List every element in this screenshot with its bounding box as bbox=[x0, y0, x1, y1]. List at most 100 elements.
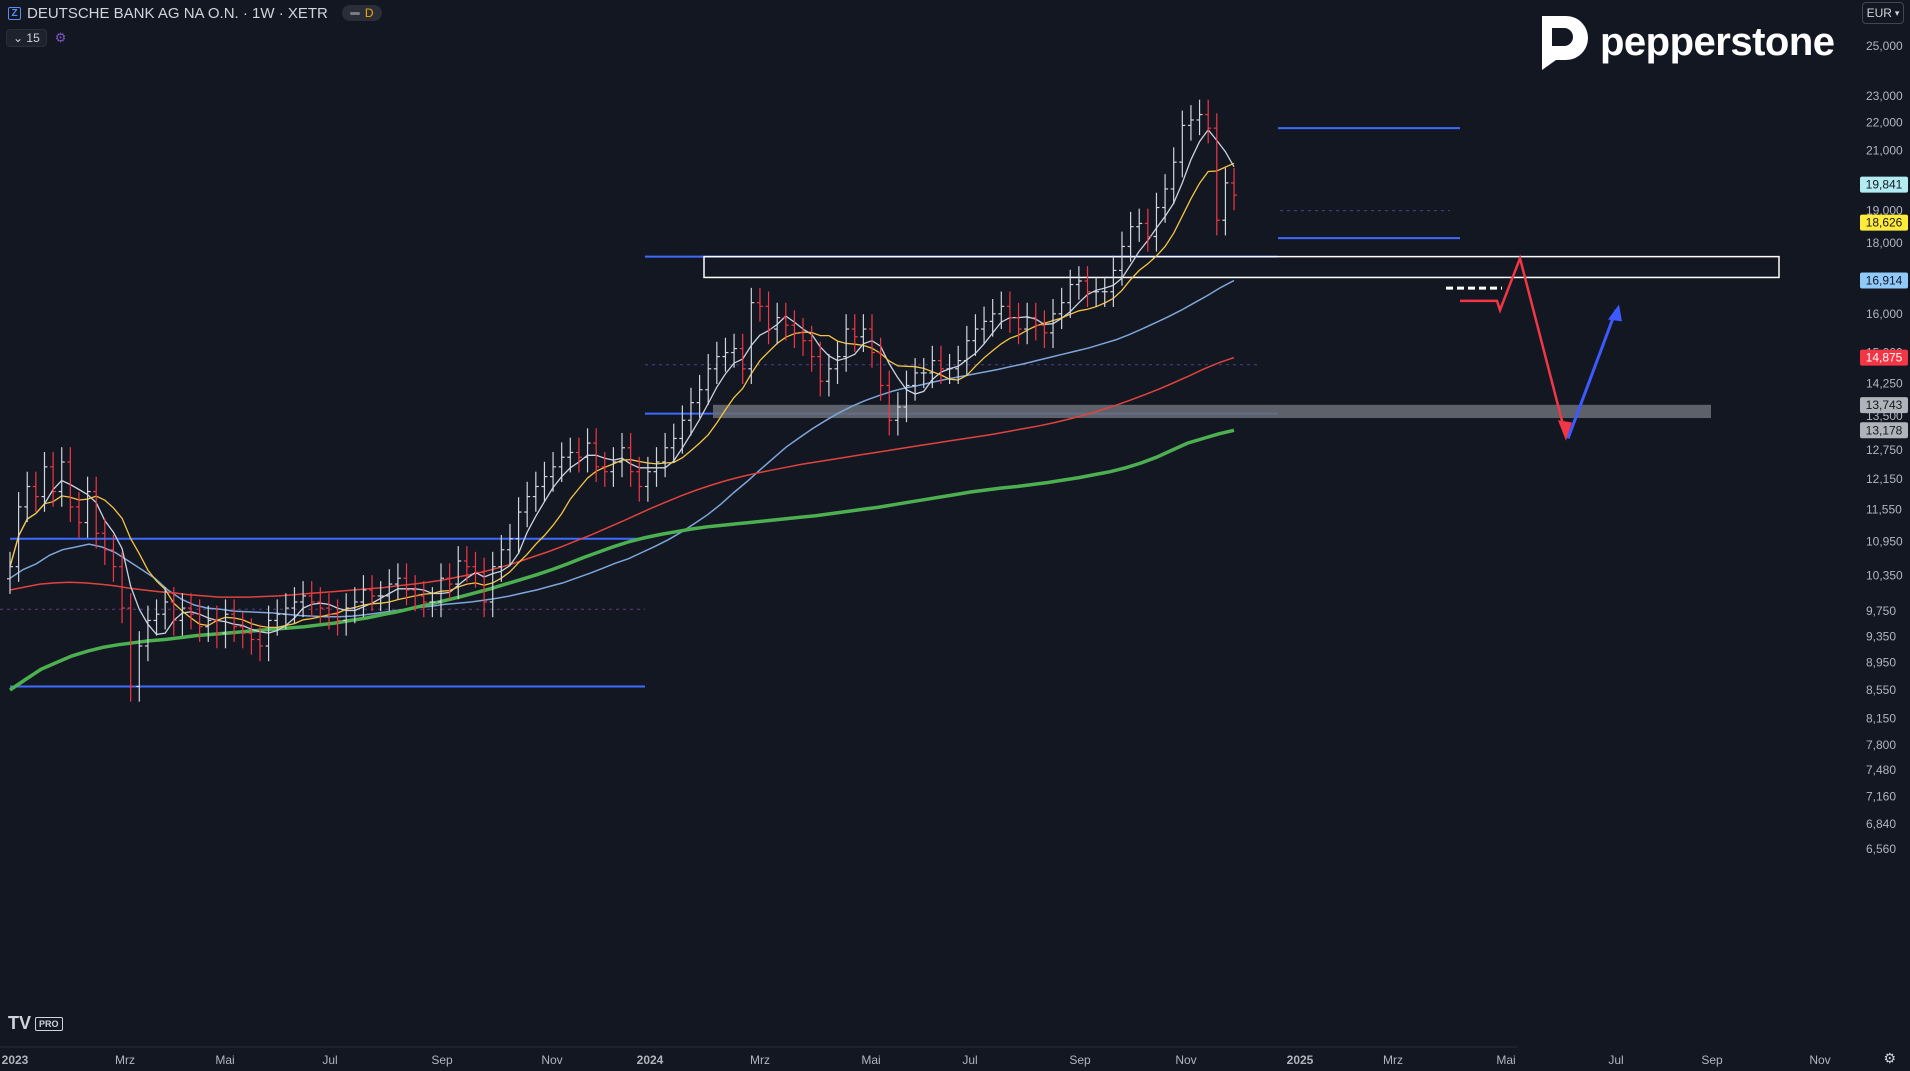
price-bar bbox=[1024, 302, 1031, 345]
time-tick-label: Nov bbox=[1809, 1053, 1830, 1067]
symbol-title[interactable]: DEUTSCHE BANK AG NA O.N. · 1W · XETR bbox=[27, 4, 328, 22]
price-bar bbox=[1162, 174, 1169, 223]
price-bar bbox=[532, 471, 539, 512]
price-bar bbox=[869, 314, 875, 368]
settings-icon[interactable]: ⚙ bbox=[1883, 1050, 1896, 1066]
price-bar bbox=[153, 599, 160, 636]
price-bar bbox=[119, 551, 126, 624]
time-tick-label: Nov bbox=[1175, 1053, 1196, 1067]
price-bar bbox=[1153, 192, 1160, 252]
price-bar bbox=[351, 587, 358, 624]
price-bar bbox=[438, 563, 444, 618]
pepperstone-logo: pepperstone bbox=[1528, 12, 1835, 72]
price-bar bbox=[644, 456, 651, 502]
price-bar bbox=[567, 437, 574, 473]
price-bar bbox=[1213, 113, 1220, 236]
price-bar bbox=[1110, 255, 1117, 307]
price-tick-label: 12,750 bbox=[1866, 443, 1903, 457]
price-bar bbox=[782, 302, 789, 341]
price-bar bbox=[300, 581, 307, 618]
price-bar bbox=[619, 432, 626, 478]
price-tick-label: 25,000 bbox=[1866, 39, 1903, 53]
price-bar bbox=[584, 428, 591, 473]
price-bar bbox=[274, 599, 281, 636]
price-bar bbox=[343, 593, 350, 636]
price-tick-label: 9,350 bbox=[1866, 629, 1896, 643]
price-bar bbox=[93, 476, 100, 549]
price-bar bbox=[653, 447, 660, 487]
price-tick-label: 11,550 bbox=[1866, 502, 1902, 516]
price-bar bbox=[1231, 168, 1238, 211]
price-bar bbox=[610, 447, 617, 487]
price-bar bbox=[1067, 269, 1074, 318]
price-bar bbox=[455, 546, 462, 600]
indicator-row: ⌄ 15 ⚙ bbox=[6, 29, 69, 47]
price-tick-label: 7,480 bbox=[1866, 763, 1896, 777]
price-bar bbox=[50, 452, 57, 507]
gear-icon[interactable]: ⚙ bbox=[54, 30, 67, 45]
chart-header: Z DEUTSCHE BANK AG NA O.N. · 1W · XETR D bbox=[8, 4, 382, 22]
price-bar bbox=[136, 631, 143, 702]
price-bar bbox=[937, 345, 944, 384]
price-bar bbox=[662, 432, 669, 478]
price-bar bbox=[860, 314, 867, 352]
price-tag-box bbox=[1860, 176, 1908, 193]
price-tag-label: 16,914 bbox=[1866, 273, 1903, 287]
price-tag-box bbox=[1860, 214, 1908, 231]
price-bar bbox=[1032, 302, 1039, 341]
chevron-down-icon: ⌄ bbox=[13, 31, 24, 45]
price-bar bbox=[188, 593, 195, 630]
price-bar bbox=[1118, 231, 1125, 286]
price-bar bbox=[256, 624, 263, 662]
price-tag-label: 13,743 bbox=[1866, 398, 1903, 412]
price-bar bbox=[170, 587, 177, 636]
price-bar bbox=[265, 605, 272, 662]
price-bar bbox=[1205, 99, 1212, 144]
currency-selector[interactable]: EUR ▾ bbox=[1862, 2, 1904, 24]
price-tick-label: 16,000 bbox=[1866, 307, 1903, 321]
price-tag-label: 19,841 bbox=[1866, 178, 1903, 192]
price-tick-label: 8,150 bbox=[1866, 712, 1896, 726]
price-bar bbox=[489, 551, 496, 618]
price-bar bbox=[558, 442, 565, 483]
price-bar bbox=[1093, 276, 1100, 307]
price-bar bbox=[291, 587, 298, 624]
market-status-badge[interactable]: D bbox=[341, 5, 382, 21]
projection-down-path bbox=[1460, 254, 1568, 437]
price-bar bbox=[550, 452, 557, 492]
price-tick-label: 10,950 bbox=[1866, 534, 1903, 548]
price-bar bbox=[1006, 291, 1013, 333]
tradingview-logo-icon[interactable]: TV PRO bbox=[8, 1013, 63, 1034]
price-bar bbox=[498, 534, 505, 582]
price-bar bbox=[1196, 99, 1203, 136]
price-bar bbox=[127, 593, 134, 702]
price-bar bbox=[67, 447, 74, 523]
price-bar bbox=[825, 353, 832, 397]
price-bar bbox=[705, 353, 712, 405]
price-bar bbox=[972, 314, 979, 356]
volume-toggle-button[interactable]: ⌄ 15 bbox=[6, 29, 47, 47]
price-tick-label: 18,000 bbox=[1866, 236, 1903, 250]
price-bar bbox=[929, 345, 936, 389]
price-bar bbox=[903, 370, 910, 423]
bank-logo-icon[interactable]: Z bbox=[8, 6, 21, 20]
price-bar bbox=[110, 534, 117, 582]
time-tick-label: Mai bbox=[861, 1053, 880, 1067]
brand-wordmark: pepperstone bbox=[1600, 19, 1835, 64]
price-bar bbox=[75, 492, 82, 538]
time-tick-label: Sep bbox=[1701, 1053, 1723, 1067]
time-tick-label: Mrz bbox=[115, 1053, 135, 1067]
price-bar bbox=[429, 587, 436, 618]
price-bar bbox=[1015, 302, 1022, 345]
price-bar bbox=[1127, 211, 1134, 262]
price-bar bbox=[722, 337, 729, 372]
price-bar bbox=[1101, 276, 1108, 307]
price-bar bbox=[515, 497, 522, 554]
price-bar bbox=[920, 358, 927, 389]
price-bar bbox=[524, 481, 531, 528]
price-bar bbox=[627, 432, 634, 487]
price-bar bbox=[713, 341, 720, 384]
price-bar bbox=[593, 428, 600, 483]
projection-up-arrowhead bbox=[1608, 304, 1622, 322]
